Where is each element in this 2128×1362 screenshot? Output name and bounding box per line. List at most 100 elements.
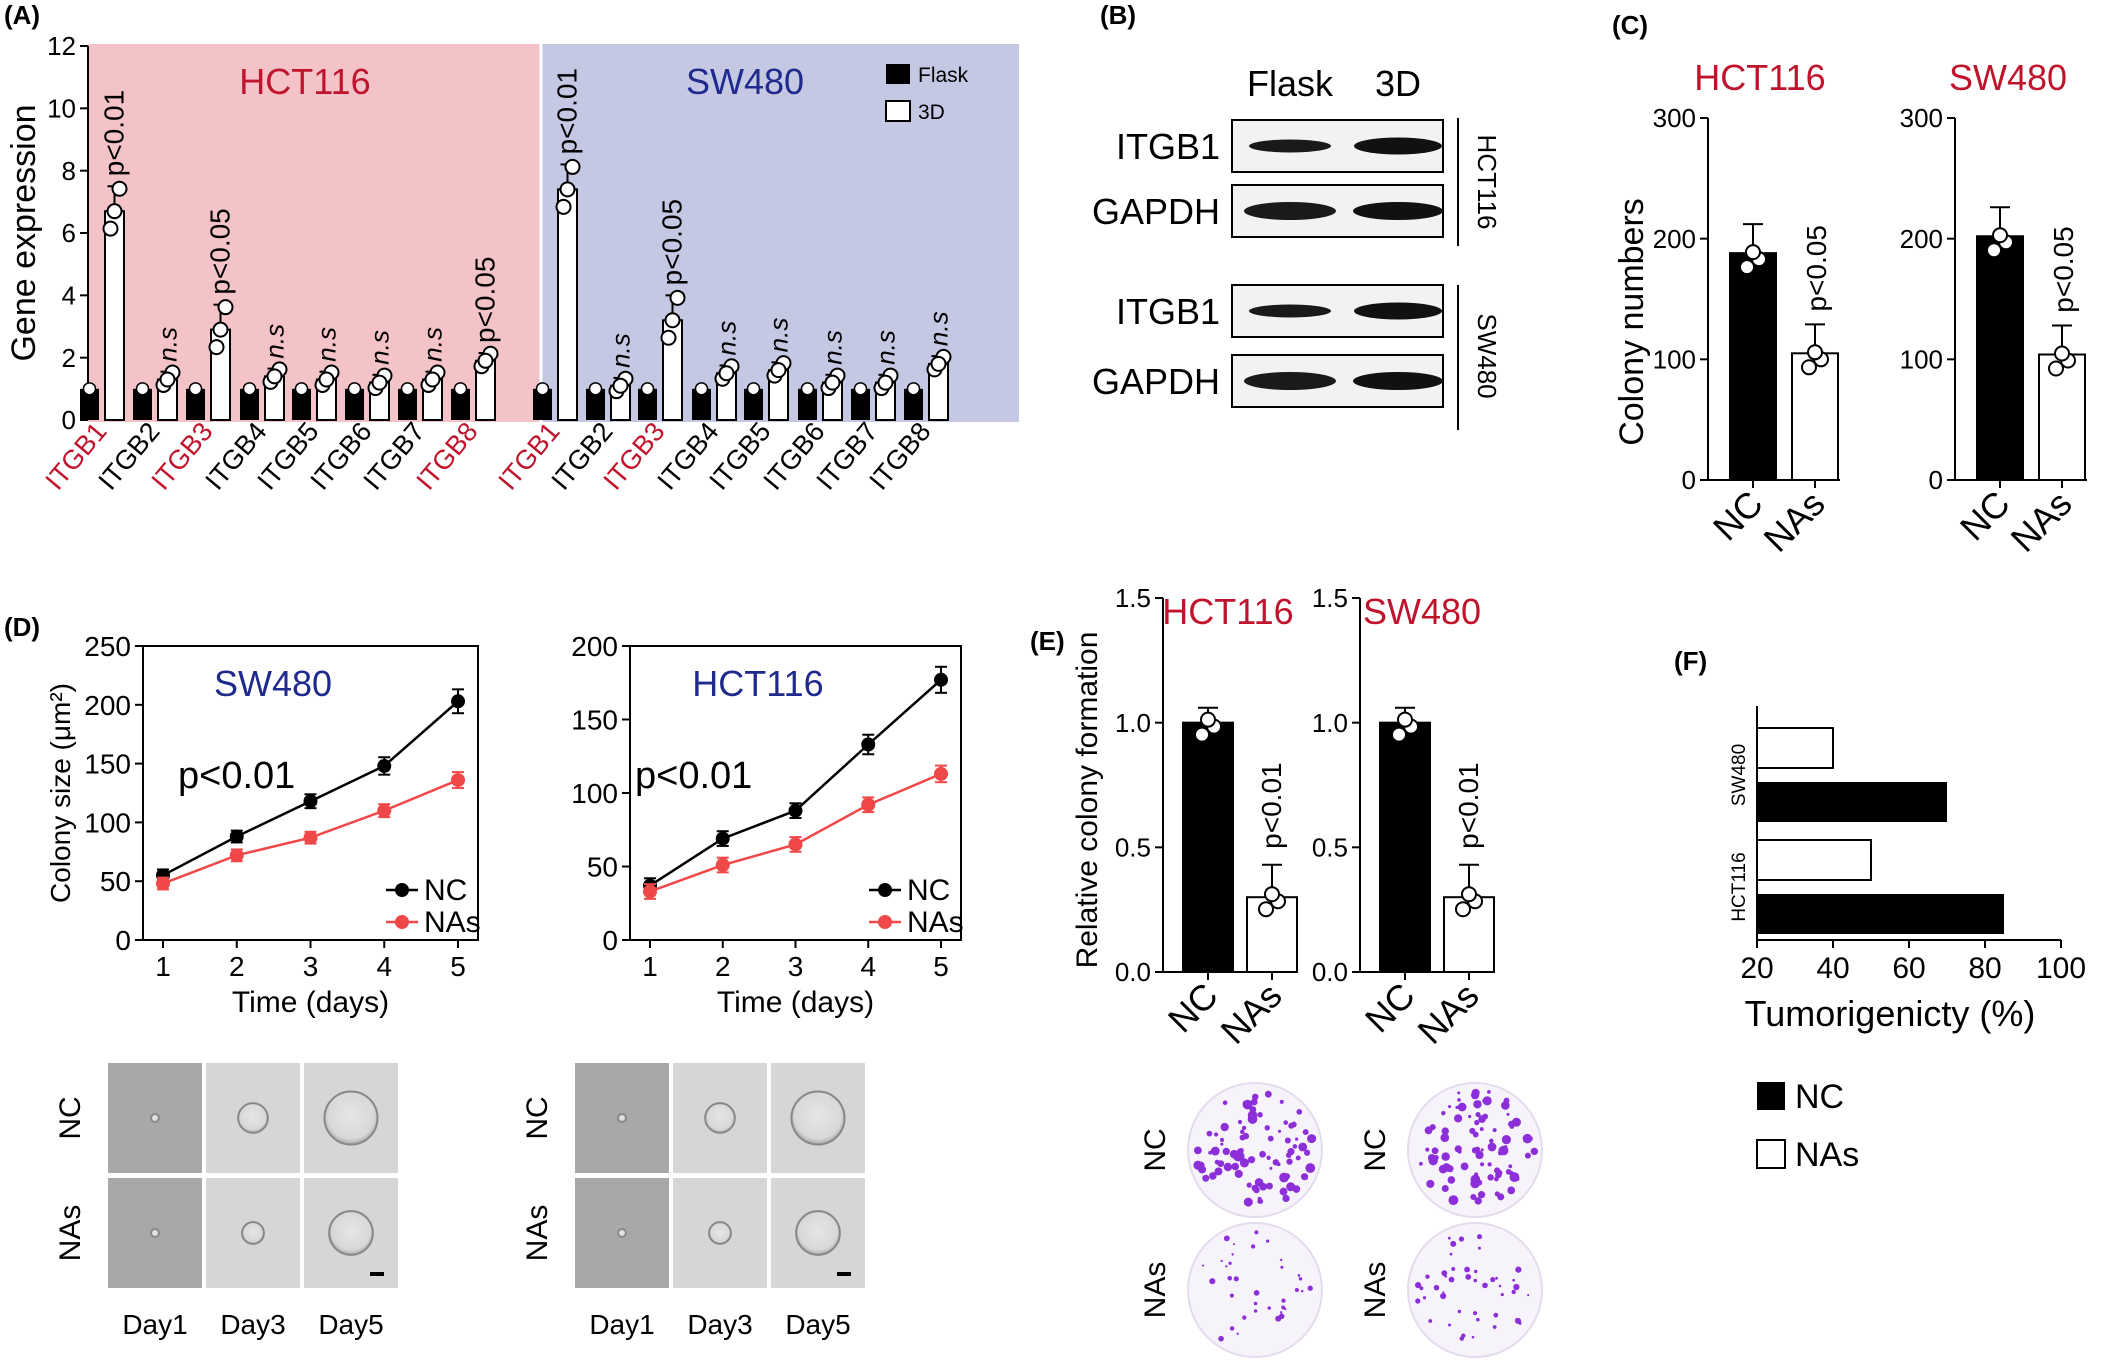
e-plates-sw480-colony [1498,1145,1509,1156]
e-plates-hct116-colony [1284,1137,1291,1144]
d-sw480-x-tick-label: 3 [303,951,319,982]
e-plates-sw480-colony [1495,1276,1498,1280]
a-hct116-itgb6-annotation: n.s [365,330,395,365]
e-plates-hct116-colony [1259,1185,1263,1189]
e-plates-hct116-colony [1286,1182,1296,1192]
blot-band-3d-3 [1353,372,1443,390]
e-plates-sw480-colony [1440,1292,1447,1300]
e-plates-hct116-colony [1222,1147,1230,1156]
e-plates-hct116-colony [1266,1182,1273,1190]
e-plates-sw480-colony [1487,1142,1497,1152]
e-plates-sw480-colony [1448,1276,1455,1283]
e-plates-sw480-colony [1473,1100,1482,1109]
e-plates-sw480-colony [1524,1152,1531,1159]
e-plates-sw480-colony [1511,1289,1516,1295]
d-sw480-point-nas [156,876,170,891]
e-plates-sw480-colony [1433,1284,1440,1291]
c-sw480-title: SW480 [1949,57,2067,98]
e-plates-sw480-colony [1450,1240,1457,1247]
a-sw480-itgb1-annotation: p<0.01 [552,68,583,154]
e-plates-hct116-colony [1269,1166,1273,1170]
e-plates-sw480-colony [1470,1194,1477,1201]
d-micro-hct116-cell [617,1113,627,1123]
a-sw480-itgb7-annotation: n.s [871,330,901,365]
f-legend-nas-label: NAs [1795,1136,1859,1174]
e-plates-sw480-colony [1468,1114,1472,1119]
e-plates-hct116-colony [1236,1332,1239,1335]
e-plates-sw480-colony [1454,1114,1463,1123]
c-hct116-y-tick-label: 200 [1653,224,1696,254]
e-plates-sw480-colony [1489,1138,1494,1144]
e-plates-hct116-colony [1286,1158,1293,1165]
a-hct116-itgb4-flask-point [242,382,257,396]
a-y-tick-label: 10 [47,93,76,123]
e-plates-sw480-colony [1487,1162,1492,1167]
d-sw480-y-tick-label: 50 [100,866,131,897]
e-plates-sw480-colony [1515,1266,1522,1273]
e-plates-sw480-colony [1442,1291,1445,1294]
legend-3d-label: 3D [918,101,945,124]
f-x-tick-label: 20 [1740,952,1773,985]
e-plates-sw480-colony [1474,1119,1480,1126]
f-category-sw480: SW480 [1729,744,1750,806]
a-hct116-itgb3-annotation: p<0.05 [205,208,236,294]
e-sw480-nc-point [1397,711,1413,728]
d-hct116-point-nc [861,737,876,752]
c-sw480-y-tick-label: 200 [1900,224,1943,254]
e-plates-sw480-colony [1487,1090,1491,1094]
e-plates-sw480-colony [1479,1127,1484,1132]
d-sw480-point-nas [451,773,465,788]
e-plates-sw480-colony [1448,1195,1459,1206]
a-hct116-itgb3-3d-point [212,321,229,338]
e-plates-hct116-colony [1242,1099,1253,1110]
a-hct116-itgb7-flask-bar [398,388,417,420]
e-sw480-title: SW480 [1363,591,1481,632]
e-plates-hct116-colony [1217,1160,1225,1168]
a-sw480-itgb5-annotation: n.s [764,318,794,353]
c-sw480-nas-point [2054,345,2070,362]
d-hct116-point-nas [861,797,876,812]
e-hct116-bar-nc [1182,721,1234,974]
blot-band-3d-2 [1354,302,1442,320]
blot-row-label-1: GAPDH [1092,191,1220,232]
e-plates-sw480-colony [1471,1335,1475,1339]
d-hct116-point-nc [934,672,948,687]
a-hct116-itgb3-3d-point [208,339,225,356]
d-sw480-legend-marker-nc [395,883,409,897]
e-plates-hct116-colony [1234,1169,1243,1178]
a-hct116-itgb2-annotation: n.s [153,327,183,362]
e-plates-sw480-colony [1457,1102,1467,1112]
d-hct116-point-nas [788,837,803,852]
e-plates-hct116-colony [1231,1162,1240,1171]
e-plates-hct116-colony [1248,1156,1252,1161]
d-hct116-legend-label-nas: NAs [907,906,964,939]
panel-e-colony-formation: Relative colony formation HCT116 0.0 0.5 1.… [1071,583,1543,1358]
e-plates-sw480-colony [1475,1112,1481,1118]
b-blots: ITGB1 GAPDH ITGB1 GAPDH [1092,119,1444,408]
e-hct116-annotation: p<0.01 [1256,762,1287,848]
c-hct116-title: HCT116 [1694,57,1825,98]
c-sw480-y-tick-label: 300 [1900,103,1943,133]
e-hct116-y-tick-label: 0.0 [1115,957,1151,987]
e-plates-hct116-colony [1239,1158,1250,1168]
d-sw480-point-nc [377,758,392,773]
e-plates-hct116-colony [1239,1134,1246,1141]
a-hct116-itgb1-3d-point [106,203,123,220]
e-sw480-y-tick-label: 0.0 [1312,957,1348,987]
e-plates-hct116-colony [1198,1165,1207,1174]
e-plates-hct116-colony [1305,1163,1316,1173]
d-hct116-point-nas [643,884,657,899]
e-plates-sw480-colony [1428,1319,1433,1323]
blot-col-flask: Flask [1247,63,1334,104]
a-hct116-itgb4-annotation: n.s [260,324,290,359]
d-hct116-point-nas [934,766,948,781]
e-plates-sw480-colony [1496,1169,1503,1176]
c-hct116-nas-point [1807,344,1823,361]
d-hct116-y-tick-label: 50 [587,852,618,883]
d-hct116-x-tick-label: 3 [788,951,804,982]
e-plates-sw480-row-label-nc: NC [1359,1128,1392,1171]
d-hct116-legend-marker-nc [878,883,892,897]
e-sw480-nas-point [1455,901,1471,918]
e-plates-sw480-colony [1506,1112,1510,1116]
